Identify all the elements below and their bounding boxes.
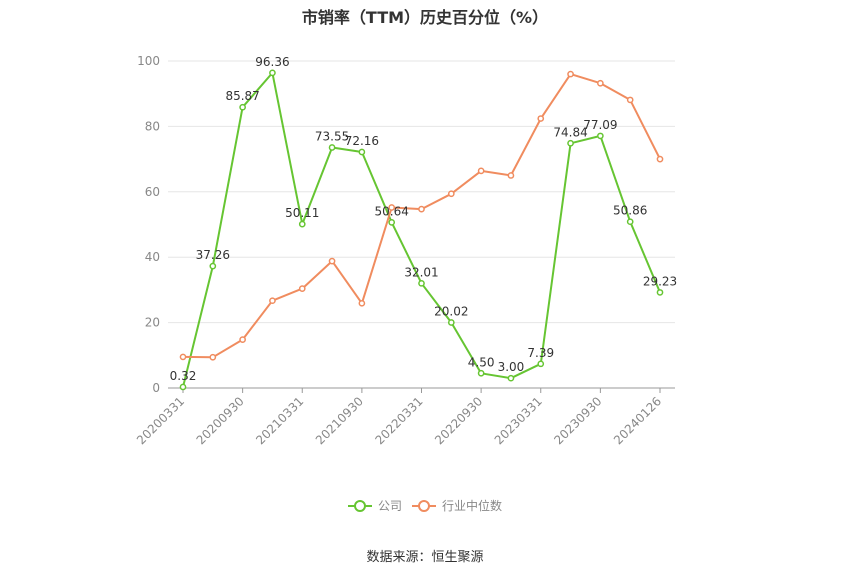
company-data-point [298, 220, 306, 228]
company-data-point [477, 369, 485, 377]
company-data-label: 50.86 [613, 204, 647, 218]
company-data-label: 73.55 [315, 129, 349, 143]
company-data-point [447, 319, 455, 326]
chart-title: 市销率（TTM）历史百分位（%） [301, 8, 549, 27]
x-tick-label: 20210331 [253, 394, 306, 447]
industry-data-point [567, 70, 574, 78]
company-data-label: 37.26 [196, 248, 230, 262]
company-data-point [209, 262, 217, 270]
legend-item-industry[interactable]: 行业中位数 [412, 498, 502, 513]
company-data-point [597, 132, 604, 140]
x-tick-label: 20200930 [194, 394, 247, 447]
industry-data-point [537, 115, 545, 122]
company-data-point [656, 289, 664, 296]
y-tick-label: 100 [137, 54, 160, 68]
company-data-label: 72.16 [345, 134, 379, 148]
x-tick-label: 20240126 [611, 394, 664, 447]
company-data-label: 32.01 [404, 265, 438, 279]
industry-data-point [179, 353, 187, 361]
x-tick-label: 20200331 [134, 394, 187, 447]
series-layer [179, 69, 664, 391]
industry-data-point [507, 172, 515, 179]
industry-data-point [358, 299, 366, 307]
legend-item-company[interactable]: 公司 [348, 499, 402, 513]
legend-label: 公司 [378, 499, 402, 513]
industry-data-point [388, 204, 396, 211]
y-tick-label: 20 [145, 316, 160, 330]
company-data-point [388, 219, 396, 226]
company-data-point [507, 374, 515, 382]
company-data-label: 77.09 [583, 118, 617, 132]
x-tick-label: 20220930 [432, 394, 485, 447]
industry-data-point [239, 336, 246, 343]
company-data-point [328, 144, 336, 151]
legend-label: 行业中位数 [442, 498, 502, 513]
legend-marker-icon [354, 500, 366, 512]
company-data-point [179, 383, 187, 391]
company-data-point [418, 279, 425, 287]
industry-data-point [298, 285, 306, 292]
industry-data-point [656, 155, 664, 163]
data-source-note: 数据来源：恒生聚源 [366, 550, 484, 565]
company-data-label: 3.00 [498, 360, 525, 374]
company-data-label: 50.11 [285, 206, 319, 220]
company-data-label: 7.39 [527, 346, 554, 360]
legend-marker-icon [418, 500, 430, 512]
company-data-point [239, 103, 246, 111]
grid-layer [168, 60, 675, 324]
industry-data-point [447, 190, 455, 198]
industry-data-point [626, 96, 634, 104]
x-tick-label: 20220331 [373, 394, 426, 447]
y-tick-label: 60 [145, 185, 160, 199]
company-data-label: 29.23 [643, 274, 677, 288]
legend[interactable]: 公司 行业中位数 [348, 498, 502, 513]
industry-data-point [209, 353, 217, 361]
industry-data-point [269, 297, 276, 305]
company-data-point [626, 218, 634, 226]
industry-data-point [418, 205, 425, 213]
company-data-point [567, 139, 574, 147]
company-data-point [269, 69, 276, 77]
company-data-label: 50.64 [375, 204, 409, 218]
company-data-label: 4.50 [468, 355, 495, 369]
y-tick-label: 0 [152, 381, 160, 395]
company-data-label: 20.02 [434, 305, 468, 319]
y-tick-label: 40 [145, 250, 160, 264]
y-tick-label: 80 [145, 119, 160, 133]
company-data-label: 96.36 [255, 55, 289, 69]
company-data-point [537, 360, 545, 368]
x-tick-label: 20230930 [551, 394, 604, 447]
x-tick-label: 20210930 [313, 394, 366, 447]
industry-data-point [597, 79, 604, 87]
company-data-point [358, 148, 366, 156]
industry-data-point [477, 167, 485, 175]
company-data-label: 74.84 [553, 125, 587, 139]
company-data-label: 85.87 [225, 89, 259, 103]
industry-series-line [182, 73, 661, 359]
x-tick-label: 20230331 [492, 394, 545, 447]
industry-data-point [328, 257, 336, 265]
company-data-label: 0.32 [170, 369, 197, 383]
